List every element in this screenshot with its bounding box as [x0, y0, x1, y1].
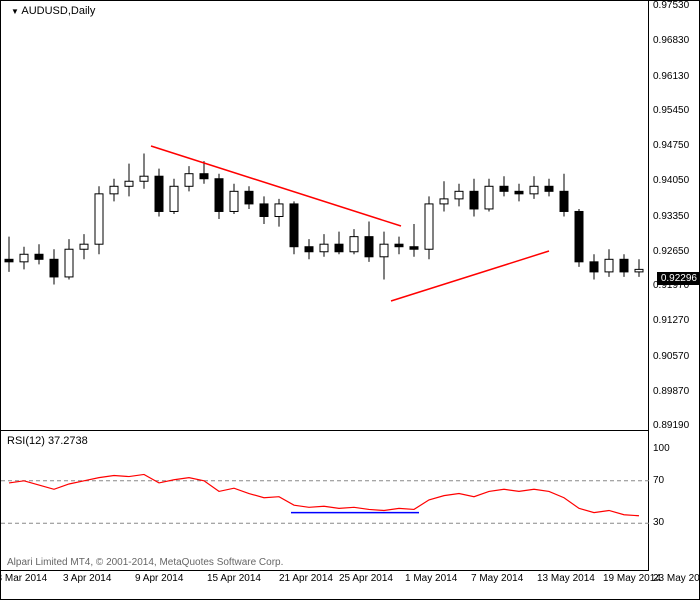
price-chart[interactable]: ▼ AUDUSD,Daily — [1, 1, 649, 431]
price-tick: 0.93350 — [653, 211, 689, 222]
date-tick: 13 May 2014 — [537, 573, 595, 584]
date-tick: 9 Apr 2014 — [135, 573, 183, 584]
rsi-svg — [1, 431, 649, 571]
date-tick: 23 May 2014 — [653, 573, 700, 584]
copyright-label: Alpari Limited MT4, © 2001-2014, MetaQuo… — [7, 557, 283, 568]
price-tick: 0.96830 — [653, 35, 689, 46]
rsi-chart[interactable]: RSI(12) 37.2738 Alpari Limited MT4, © 20… — [1, 431, 649, 571]
price-y-axis: 0.891900.898700.905700.912700.919700.926… — [649, 1, 700, 431]
date-tick: 15 Apr 2014 — [207, 573, 261, 584]
chart-container: ▼ AUDUSD,Daily 0.89190 0.89870 0.90570 0.91… — [0, 0, 700, 600]
date-tick: 3 Apr 2014 — [63, 573, 111, 584]
price-tick: 0.94750 — [653, 140, 689, 151]
price-tick: 0.94050 — [653, 175, 689, 186]
price-tick: 0.91270 — [653, 315, 689, 326]
price-svg — [1, 1, 649, 431]
rsi-tick: 100 — [653, 443, 670, 454]
price-tick: 0.95450 — [653, 105, 689, 116]
x-axis: 28 Mar 2014 3 Apr 2014 9 Apr 2014 15 Apr 20… — [1, 571, 700, 601]
date-tick: 21 Apr 2014 — [279, 573, 333, 584]
price-tick: 0.97530 — [653, 0, 689, 11]
price-tick: 0.92650 — [653, 246, 689, 257]
rsi-y-axis: 30 70 100 — [649, 431, 700, 571]
price-tick: 0.90570 — [653, 351, 689, 362]
price-tick: 0.96130 — [653, 71, 689, 82]
date-tick: 28 Mar 2014 — [0, 573, 47, 584]
date-tick: 1 May 2014 — [405, 573, 457, 584]
price-tick: 0.89190 — [653, 420, 689, 431]
date-tick: 7 May 2014 — [471, 573, 523, 584]
current-price-badge: 0.92296 — [657, 272, 700, 285]
rsi-tick: 30 — [653, 517, 664, 528]
date-tick: 25 Apr 2014 — [339, 573, 393, 584]
price-tick: 0.89870 — [653, 386, 689, 397]
rsi-tick: 70 — [653, 475, 664, 486]
